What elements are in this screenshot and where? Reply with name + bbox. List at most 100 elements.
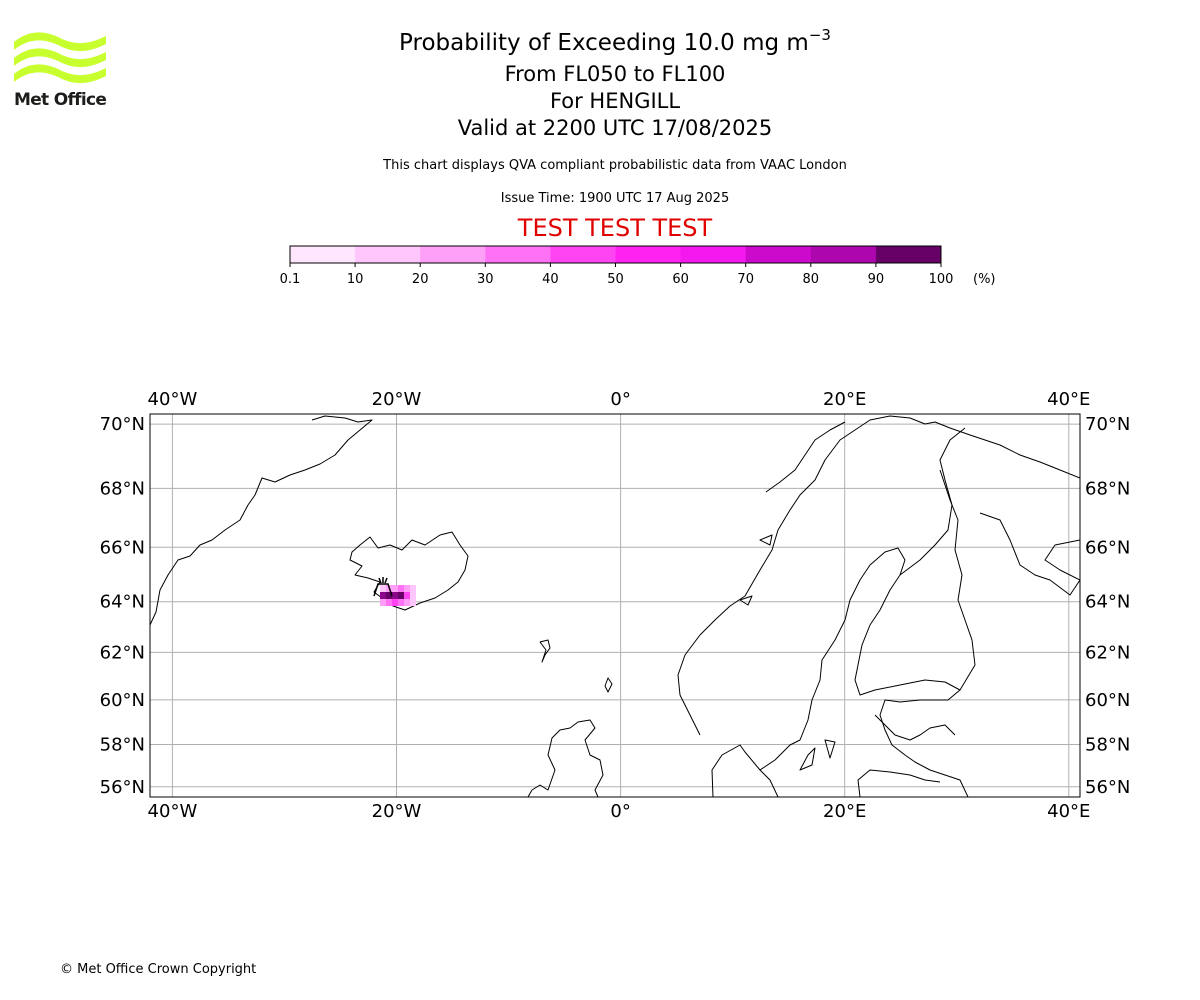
lat-label: 66°N — [1085, 537, 1130, 558]
lat-label: 70°N — [100, 414, 145, 435]
ash-probability-cell — [386, 599, 392, 606]
copyright-notice: © Met Office Crown Copyright — [60, 962, 257, 977]
ash-probability-cell — [380, 599, 386, 606]
colorbar-tick-label: 100 — [929, 272, 954, 287]
coastlines — [150, 415, 1080, 797]
colorbar-tick-label: 80 — [803, 272, 820, 287]
colorbar-cell — [680, 246, 747, 263]
colorbar-tick-label: 0.1 — [280, 272, 301, 287]
flight-level-range: From FL050 to FL100 — [504, 62, 726, 86]
coastline-finland-interior — [899, 427, 966, 576]
ash-probability-cell — [386, 592, 392, 599]
met-office-wave-icon — [14, 32, 106, 84]
colorbar-unit: (%) — [973, 272, 996, 287]
map-frame — [149, 413, 1081, 798]
lon-label: 40°E — [1047, 389, 1090, 410]
lon-label: 40°W — [148, 389, 198, 410]
lat-labels-right: 70°N 68°N 66°N 64°N 62°N 60°N 58°N 56°N — [1085, 414, 1130, 798]
ash-probability-cell — [398, 599, 404, 606]
coastline-shetland — [604, 677, 613, 693]
lat-label: 70°N — [1085, 414, 1130, 435]
ash-probability-cell — [392, 599, 398, 606]
colorbar-cell — [485, 246, 551, 263]
lat-label: 66°N — [100, 537, 145, 558]
valid-time: Valid at 2200 UTC 17/08/2025 — [457, 116, 773, 140]
colorbar-tick-label: 30 — [477, 272, 494, 287]
lon-labels-top: 40°W 20°W 0° 20°E 40°E — [148, 389, 1091, 410]
map-gridlines — [150, 414, 1080, 797]
chart-title-exponent: −3 — [808, 26, 831, 44]
colorbar-tick-label: 20 — [412, 272, 429, 287]
lat-label: 62°N — [1085, 642, 1130, 663]
colorbar-cell — [355, 246, 421, 263]
met-office-logo-text: Met Office — [14, 90, 107, 110]
coastline-russia-east — [939, 469, 1080, 691]
lat-label: 64°N — [100, 592, 145, 613]
lat-label: 58°N — [1085, 735, 1130, 756]
colorbar-tick-label: 90 — [868, 272, 885, 287]
lat-label: 68°N — [1085, 478, 1130, 499]
lon-label: 20°W — [372, 389, 422, 410]
lat-label: 60°N — [1085, 690, 1130, 711]
ash-probability-cell — [380, 585, 386, 592]
coastline-scotland — [527, 719, 604, 797]
ash-probability-cell — [410, 585, 416, 592]
lon-label: 0° — [610, 389, 630, 410]
lon-labels-bottom: 40°W 20°W 0° 20°E 40°E — [148, 801, 1091, 822]
lon-label: 20°E — [823, 389, 866, 410]
colorbar-tick-label: 50 — [607, 272, 624, 287]
ash-probability-field — [380, 585, 416, 606]
colorbar-cell — [875, 246, 942, 263]
issue-time: Issue Time: 1900 UTC 17 Aug 2025 — [500, 191, 730, 206]
volcano-icon — [373, 577, 393, 597]
colorbar-tick-label: 70 — [737, 272, 754, 287]
colorbar-cell — [550, 246, 616, 263]
probability-colorbar: 0.1 10 20 30 40 50 60 70 80 90 100 (%) — [280, 245, 996, 287]
colorbar-cell — [615, 246, 682, 263]
chart-title: Probability of Exceeding 10.0 mg m−3 — [0, 26, 1200, 56]
ash-probability-cell — [398, 592, 404, 599]
chart-subtitle: This chart displays QVA compliant probab… — [383, 158, 847, 173]
ash-probability-cell — [392, 585, 398, 592]
ash-probability-cell — [398, 585, 404, 592]
lon-label: 40°W — [148, 801, 198, 822]
colorbar-cell — [745, 246, 812, 263]
coastline-norway-islands — [739, 421, 846, 606]
colorbar-cell — [420, 246, 486, 263]
coastline-scandinavia — [677, 415, 1080, 797]
met-office-logo: Met Office — [14, 30, 114, 112]
chart-title-text: Probability of Exceeding 10.0 mg m — [399, 30, 809, 56]
lat-label: 64°N — [1085, 592, 1130, 613]
coastline-baltic — [799, 714, 956, 797]
lat-label: 56°N — [1085, 777, 1130, 798]
ash-probability-cell — [404, 585, 410, 592]
lon-label: 20°W — [372, 801, 422, 822]
ash-probability-cell — [410, 592, 416, 599]
ash-probability-cell — [380, 592, 386, 599]
colorbar-cell — [290, 246, 356, 263]
lat-label: 58°N — [100, 735, 145, 756]
colorbar-tick-label: 40 — [542, 272, 559, 287]
lat-labels-left: 70°N 68°N 66°N 64°N 62°N 60°N 58°N 56°N — [100, 414, 145, 798]
lat-label: 62°N — [100, 642, 145, 663]
coastline-iceland — [349, 531, 469, 611]
lon-label: 40°E — [1047, 801, 1090, 822]
ash-probability-cell — [392, 592, 398, 599]
lat-label: 60°N — [100, 690, 145, 711]
ash-probability-cell — [410, 599, 416, 606]
lat-label: 68°N — [100, 478, 145, 499]
coastline-greenland — [150, 415, 373, 626]
volcano-name: For HENGILL — [549, 89, 681, 113]
lon-label: 0° — [610, 801, 630, 822]
lon-label: 20°E — [823, 801, 866, 822]
colorbar-tick-label: 60 — [672, 272, 689, 287]
colorbar-cell — [810, 246, 877, 263]
ash-probability-cell — [404, 592, 410, 599]
colorbar-tick-label: 10 — [347, 272, 364, 287]
coastline-sweden-gulf — [759, 547, 969, 797]
coastline-faroe — [539, 639, 551, 663]
test-banner: TEST TEST TEST — [517, 214, 713, 242]
ash-probability-cell — [404, 599, 410, 606]
lat-label: 56°N — [100, 777, 145, 798]
